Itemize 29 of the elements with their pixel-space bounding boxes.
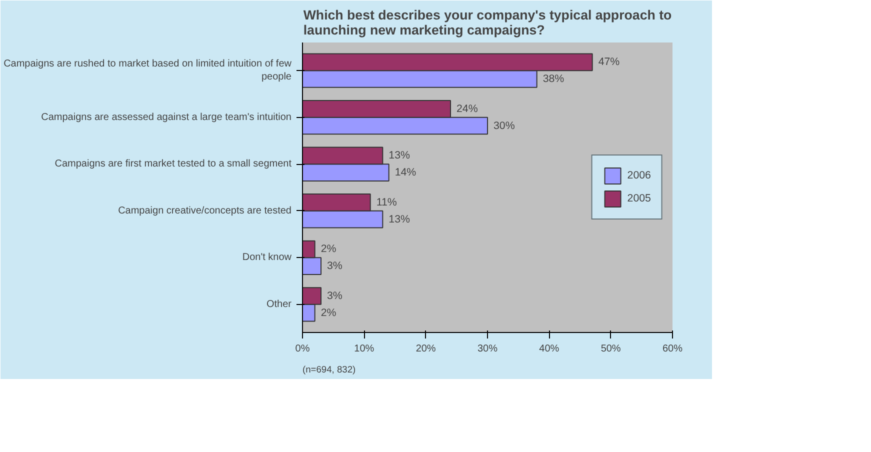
x-tick-label: 30%: [477, 344, 498, 354]
data-label: 13%: [388, 213, 411, 226]
data-label: 30%: [494, 120, 516, 132]
legend-label: 2006: [627, 170, 651, 182]
text: (n=694, 832): [302, 364, 356, 374]
data-label: 3%: [327, 260, 343, 272]
y-tick-label: Campaigns are assessed against a large team's intuition: [41, 112, 292, 123]
x-tick-label: 50%: [600, 344, 621, 354]
data-label: 13%: [388, 150, 411, 162]
data-label: 3%: [327, 290, 343, 302]
data-label: 11%: [376, 196, 398, 208]
data-label: 24%: [456, 102, 478, 115]
x-tick-label: 60%: [662, 344, 683, 354]
legend-label: 2005: [627, 192, 651, 204]
data-label: 2%: [320, 243, 337, 256]
y-tick-label: Campaigns are first market tested to a small segment: [54, 158, 292, 170]
x-tick-label: 40%: [539, 344, 560, 354]
x-tick-label: 10%: [354, 344, 374, 354]
y-tick-label: Campaigns are rushed to market based on limited intuition of few people: [4, 58, 292, 83]
data-label: 38%: [542, 72, 565, 85]
data-label: 2%: [320, 306, 337, 319]
data-label: 47%: [598, 56, 620, 68]
y-tick-label: Campaign creative/concepts are tested: [118, 205, 292, 216]
y-tick-label: Other: [266, 298, 292, 310]
chart-title: Which best describes your company's typical approach to launching new marketing campaigns?: [303, 8, 672, 38]
x-tick-label: 20%: [416, 344, 436, 354]
y-tick-label: Don't know: [242, 252, 292, 264]
data-label: 14%: [394, 166, 417, 179]
x-tick-label: 0%: [295, 344, 310, 354]
